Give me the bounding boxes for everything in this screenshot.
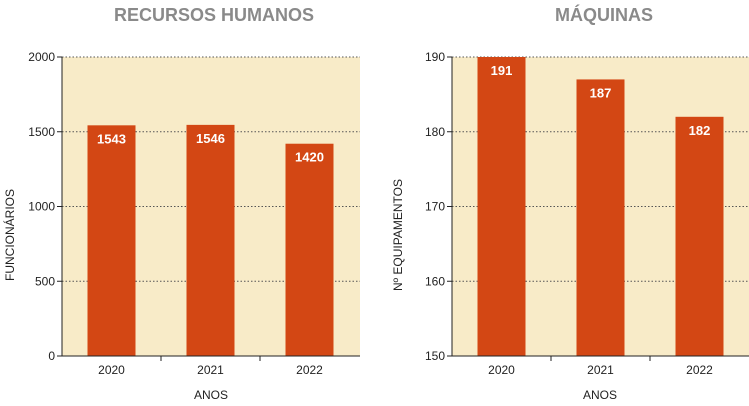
bars: 1543 1546 1420 bbox=[87, 124, 334, 356]
bar-value-label: 1546 bbox=[196, 131, 225, 146]
x-tick-label: 2022 bbox=[296, 363, 323, 377]
chart-title: RECURSOS HUMANOS bbox=[114, 5, 314, 25]
y-tick-label: 180 bbox=[425, 125, 445, 139]
y-ticks: 0 500 1000 1500 2000 bbox=[28, 50, 62, 363]
bar bbox=[186, 124, 235, 356]
bar-value-label: 1543 bbox=[97, 131, 126, 146]
y-tick-label: 150 bbox=[425, 349, 445, 363]
bar bbox=[675, 116, 724, 356]
bars: 191 187 182 bbox=[477, 57, 724, 357]
bar-value-label: 187 bbox=[590, 85, 612, 100]
maquinas-chart: 191 187 182 150 160 170 180 190 2020 2021 2022 M… bbox=[391, 4, 749, 402]
y-tick-label: 190 bbox=[425, 50, 445, 64]
bar bbox=[285, 143, 334, 356]
x-tick-label: 2021 bbox=[197, 363, 224, 377]
y-axis-label: FUNCIONÁRIOS bbox=[2, 189, 17, 281]
y-tick-label: 2000 bbox=[28, 50, 55, 64]
chart-title: MÁQUINAS bbox=[555, 4, 653, 25]
x-tick-label: 2020 bbox=[98, 363, 125, 377]
y-tick-label: 500 bbox=[35, 274, 55, 288]
y-ticks: 150 160 170 180 190 bbox=[425, 50, 452, 363]
y-axis-label: Nº EQUIPAMENTOS bbox=[391, 179, 405, 291]
bar bbox=[477, 57, 526, 356]
bar-value-label: 182 bbox=[689, 123, 711, 138]
y-tick-label: 170 bbox=[425, 200, 445, 214]
y-tick-label: 0 bbox=[48, 349, 55, 363]
y-tick-label: 1500 bbox=[28, 125, 55, 139]
x-axis-label: ANOS bbox=[194, 388, 228, 401]
x-ticks: 2020 2021 2022 bbox=[98, 356, 323, 377]
bar-value-label: 191 bbox=[491, 63, 513, 78]
x-tick-label: 2022 bbox=[686, 363, 713, 377]
x-axis-label: ANOS bbox=[583, 388, 617, 401]
bar bbox=[576, 79, 625, 357]
y-tick-label: 1000 bbox=[28, 200, 55, 214]
y-tick-label: 160 bbox=[425, 274, 445, 288]
x-ticks: 2020 2021 2022 bbox=[488, 356, 713, 377]
x-tick-label: 2020 bbox=[488, 363, 515, 377]
x-tick-label: 2021 bbox=[587, 363, 614, 377]
bar bbox=[87, 125, 136, 356]
bar-value-label: 1420 bbox=[295, 150, 324, 165]
